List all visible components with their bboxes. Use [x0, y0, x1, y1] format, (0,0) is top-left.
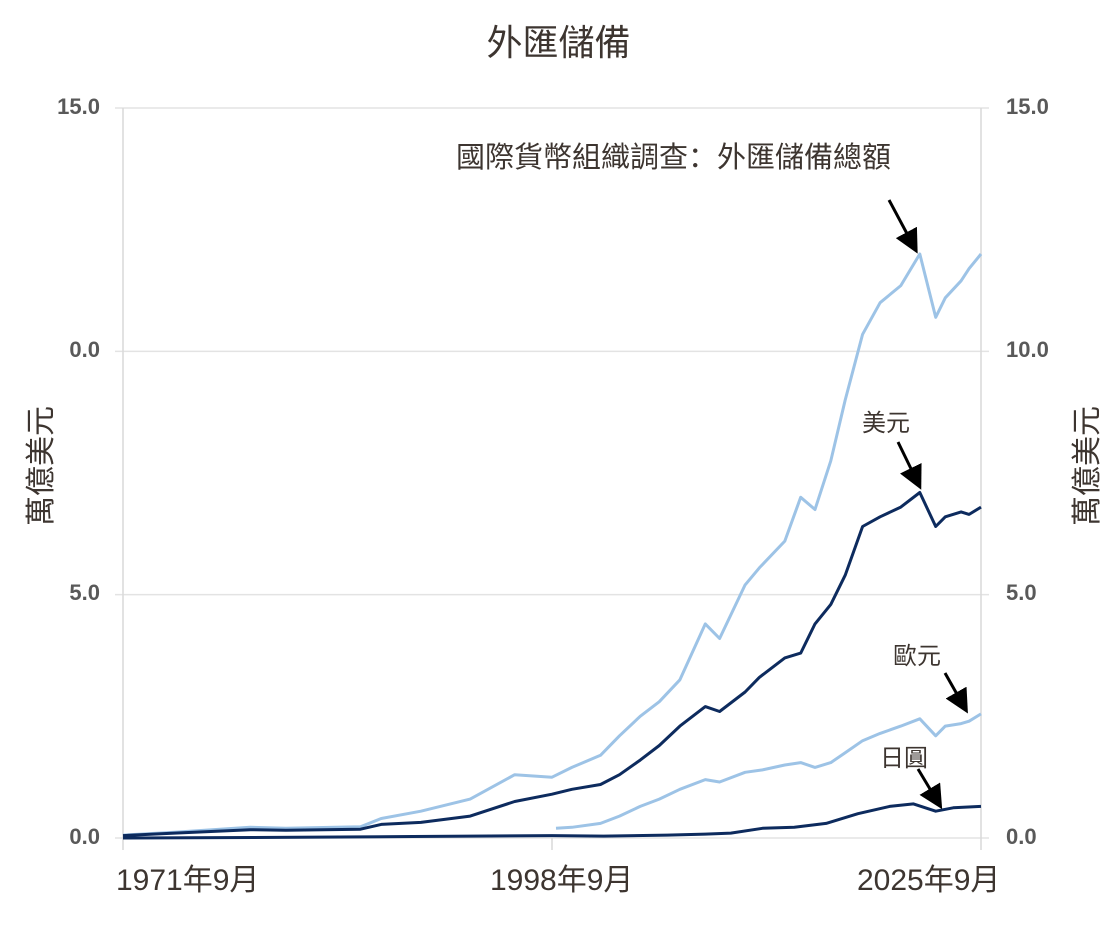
right-tick-10: 10.0 [1006, 337, 1049, 362]
annotation-eur: 歐元 [893, 642, 941, 670]
annotation-usd: 美元 [862, 409, 910, 437]
left-tick-10: 0.0 [69, 337, 100, 362]
y-axis-label-left: 萬億美元 [24, 406, 59, 526]
series-jpy-line [122, 802, 982, 840]
arrow-total-icon [887, 199, 918, 254]
chart-title: 外匯儲備 [486, 23, 631, 64]
arrow-eur-icon [943, 672, 968, 714]
series-usd-line [122, 491, 982, 838]
y-axis-label-right: 萬億美元 [1070, 406, 1105, 526]
x-tick-1998: 1998年9月 [490, 864, 634, 897]
series-eur-line [555, 712, 982, 830]
right-tick-0: 0.0 [1006, 824, 1037, 849]
axes [122, 108, 982, 850]
series-total-line [122, 252, 983, 837]
right-tick-5: 5.0 [1006, 580, 1037, 605]
x-tick-2025: 2025年9月 [857, 864, 1001, 897]
arrow-usd-icon [896, 441, 922, 490]
chart-subtitle: 國際貨幣組織調查：外匯儲備總額 [456, 140, 892, 174]
series-lines [122, 252, 983, 840]
annotation-arrows [887, 199, 968, 810]
annotation-jpy: 日圓 [880, 744, 928, 772]
right-tick-15: 15.0 [1006, 94, 1049, 119]
arrow-jpy-icon [916, 768, 943, 810]
x-tick-1971: 1971年9月 [116, 864, 260, 897]
left-tick-0: 0.0 [69, 824, 100, 849]
left-tick-5: 5.0 [69, 580, 100, 605]
left-tick-15: 15.0 [57, 94, 100, 119]
gridlines [115, 107, 989, 839]
